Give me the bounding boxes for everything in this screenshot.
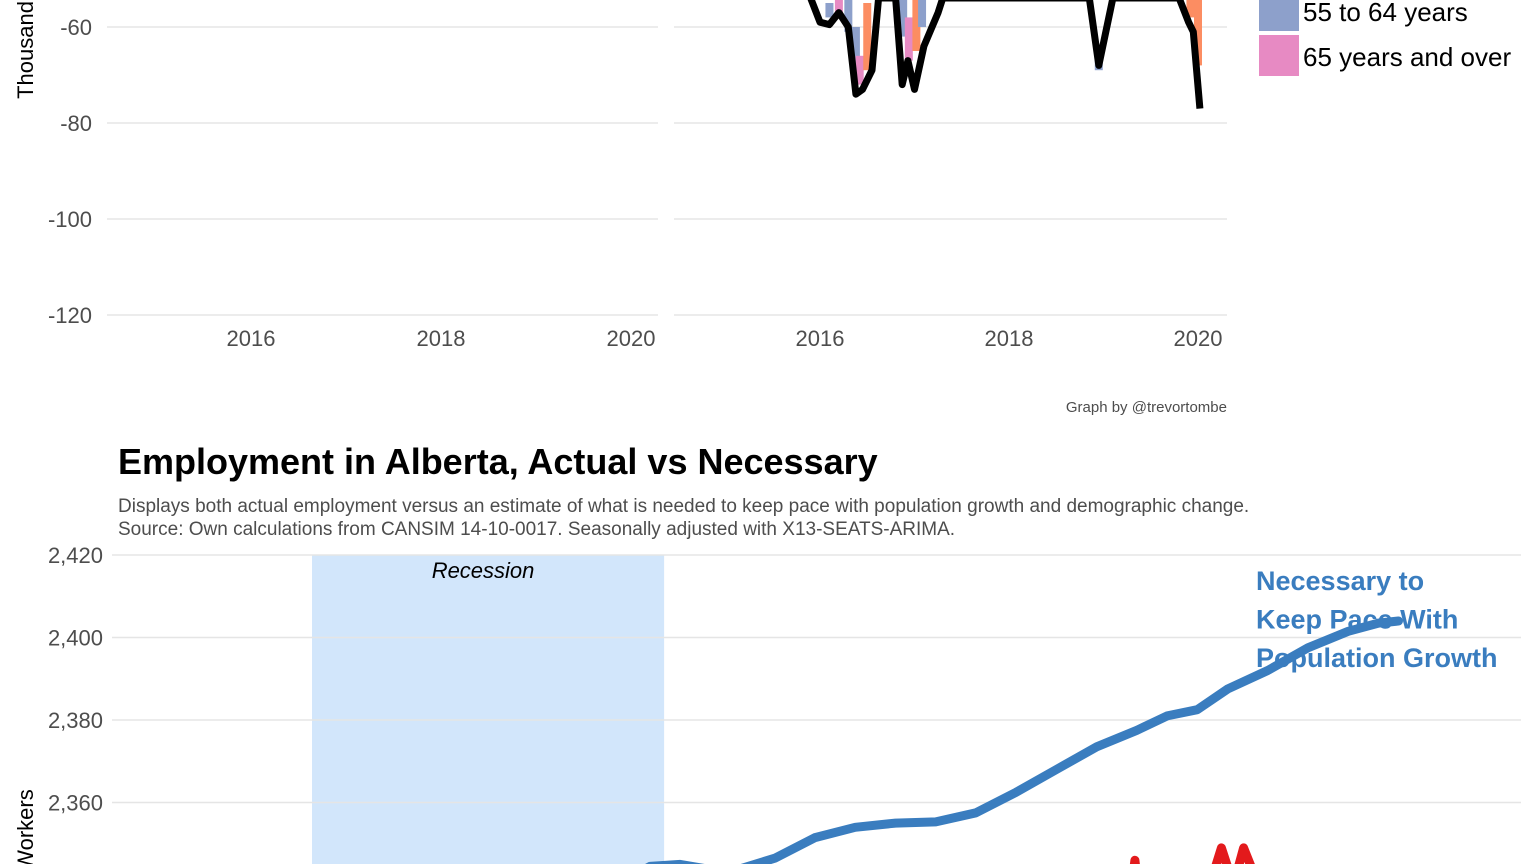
bottom-y-tick-label: 2,400: [48, 626, 103, 651]
chart-subtitle-line-1: Displays both actual employment versus a…: [118, 496, 1249, 517]
bottom-y-tick-label: 2,380: [48, 708, 103, 733]
necessary-series-label-line: Necessary to: [1256, 566, 1424, 596]
top-legend: 55 to 64 years 65 years and over: [1259, 0, 1511, 76]
bottom-series-lines: [645, 616, 1403, 864]
bottom-y-tick-label: 2,420: [48, 543, 103, 568]
top-stacked-bars: [825, 0, 1202, 85]
top-chart: -60-80-100-120 2016 2018 2020 2016 2018 2020 …: [13, 0, 1511, 416]
bottom-y-tick-label: 2,360: [48, 791, 103, 816]
bottom-y-axis-label: Workers: [13, 789, 38, 864]
bottom-y-tick-labels: 2,420 2,400 2,380 2,360: [48, 543, 103, 816]
top-x-tick-label: 2016: [227, 326, 276, 351]
top-stacked-bar: [834, 0, 843, 13]
chart-title: Employment in Alberta, Actual vs Necessa…: [118, 441, 878, 482]
top-stacked-bar: [899, 0, 908, 37]
top-y-tick-label: -120: [48, 303, 92, 328]
recession-label: Recession: [432, 558, 535, 583]
legend-swatch: [1259, 0, 1299, 31]
top-stacked-bar: [912, 0, 921, 51]
legend-label: 55 to 64 years: [1303, 0, 1468, 27]
top-total-line: [807, 0, 1204, 109]
top-total-lines: [807, 0, 1204, 109]
chart-subtitle-line-2: Source: Own calculations from CANSIM 14-…: [118, 519, 955, 540]
top-gridlines: [107, 26, 1227, 316]
bottom-gridlines: [112, 554, 1521, 804]
top-stacked-bar: [1194, 0, 1202, 66]
necessary-series-label-line: Keep Pace With: [1256, 605, 1458, 635]
top-y-tick-label: -80: [60, 111, 92, 136]
top-x-tick-label: 2016: [796, 326, 845, 351]
top-stacked-bar: [844, 0, 853, 32]
top-stacked-bar: [825, 3, 834, 18]
top-y-axis-label: Thousand: [13, 1, 38, 99]
top-x-tick-label: 2018: [985, 326, 1034, 351]
legend-label: 65 years and over: [1303, 42, 1511, 72]
top-x-tick-label: 2020: [1174, 326, 1223, 351]
top-stacked-bar: [904, 17, 913, 61]
top-stacked-bar: [1186, 0, 1195, 18]
top-x-tick-label: 2018: [417, 326, 466, 351]
top-stacked-bar: [851, 27, 860, 75]
actual-series-line: [1129, 843, 1300, 864]
necessary-series-label-line: Population Growth: [1256, 643, 1497, 673]
legend-swatch: [1259, 35, 1299, 76]
recession-band: [312, 555, 665, 864]
necessary-series-label: Necessary to Keep Pace With Population Gro…: [1256, 566, 1497, 673]
top-stacked-bar: [855, 55, 864, 85]
top-y-tick-label: -60: [60, 15, 92, 40]
top-x-tick-label: 2020: [607, 326, 656, 351]
necessary-series-line: [645, 616, 1403, 864]
top-y-tick-labels: -60 -80 -100 -120: [48, 15, 92, 328]
top-stacked-bar: [863, 3, 872, 71]
top-x-tick-labels: 2016 2018 2020 2016 2018 2020: [227, 326, 1223, 351]
top-caption: Graph by @trevortombe: [1066, 399, 1227, 416]
top-stacked-bar: [918, 0, 927, 27]
bottom-chart: Recession 2,420 2,400 2,380 2,360 Employmen…: [13, 441, 1521, 864]
top-y-tick-label: -100: [48, 207, 92, 232]
